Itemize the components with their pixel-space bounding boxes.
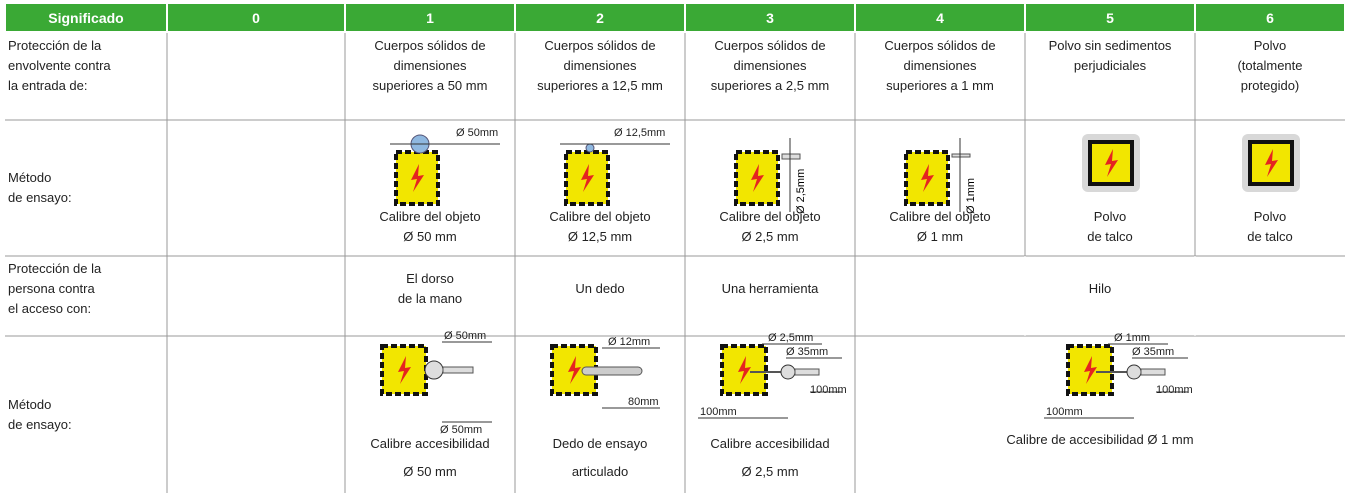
header-text: 3 — [685, 4, 855, 31]
caption: Calibre accesibilidad Ø 50 mm — [345, 430, 515, 490]
header-text: 6 — [1195, 4, 1345, 31]
sphere — [425, 361, 443, 379]
sphere — [586, 144, 594, 152]
dimension-label: Ø 50mm — [456, 127, 498, 139]
cell-text: Polvo (totalmente protegido) — [1195, 36, 1345, 117]
caption: Polvo de talco — [1195, 207, 1345, 251]
rod — [952, 154, 970, 157]
sphere — [781, 365, 795, 379]
header-text: 0 — [167, 4, 345, 31]
dimension-label: 100mm — [1156, 384, 1193, 396]
row-label: Protección de la persona contra el acces… — [8, 259, 164, 323]
rod — [782, 154, 800, 159]
dimension-label: Ø 35mm — [786, 346, 828, 358]
cell-text: Cuerpos sólidos de dimensiones superiore… — [685, 36, 855, 117]
dimension-label: 100mm — [700, 406, 737, 418]
sphere — [1127, 365, 1141, 379]
caption: Calibre del objeto Ø 1 mm — [855, 207, 1025, 251]
header-text: 5 — [1025, 4, 1195, 31]
dimension-label: Ø 12mm — [608, 336, 650, 348]
caption: Dedo de ensayo articulado — [515, 430, 685, 490]
dimension-label: 100mm — [1046, 406, 1083, 418]
caption: Polvo de talco — [1025, 207, 1195, 251]
dimension-label: 100mm — [810, 384, 847, 396]
row-label: Método de ensayo: — [8, 336, 164, 493]
header-text: 1 — [345, 4, 515, 31]
header-text: 2 — [515, 4, 685, 31]
cell-text: Cuerpos sólidos de dimensiones superiore… — [345, 36, 515, 117]
dimension-label: Ø 12,5mm — [614, 127, 665, 139]
caption: Calibre del objeto Ø 2,5 mm — [685, 207, 855, 251]
finger — [582, 367, 642, 375]
dimension-label: Ø 50mm — [444, 330, 486, 342]
rod — [795, 369, 819, 375]
dimension-label: 80mm — [628, 396, 659, 408]
rod — [443, 367, 473, 373]
cell-text: El dorso de la mano — [345, 260, 515, 318]
header-text: Significado — [5, 4, 167, 31]
caption: Calibre del objeto Ø 12,5 mm — [515, 207, 685, 251]
caption: Calibre accesibilidad Ø 2,5 mm — [685, 430, 855, 490]
cell-text: Cuerpos sólidos de dimensiones superiore… — [855, 36, 1025, 117]
header-text: 4 — [855, 4, 1025, 31]
caption: Calibre del objeto Ø 50 mm — [345, 207, 515, 251]
row-label: Método de ensayo: — [8, 120, 164, 256]
cell-text: Un dedo — [515, 260, 685, 318]
dimension-label: Ø 35mm — [1132, 346, 1174, 358]
dimension-label: Ø 50mm — [440, 424, 482, 436]
dimension-label: Ø 2,5mm — [768, 332, 813, 344]
cell-text: Polvo sin sedimentos perjudiciales — [1025, 36, 1195, 117]
row-label: Protección de la envolvente contra la en… — [8, 36, 164, 100]
dimension-label: Ø 1mm — [1114, 332, 1150, 344]
rod — [1141, 369, 1165, 375]
cell-text: Cuerpos sólidos de dimensiones superiore… — [515, 36, 685, 117]
cell-text: Una herramienta — [685, 260, 855, 318]
cell-text: Hilo — [855, 260, 1345, 318]
caption: Calibre de accesibilidad Ø 1 mm — [855, 430, 1345, 490]
